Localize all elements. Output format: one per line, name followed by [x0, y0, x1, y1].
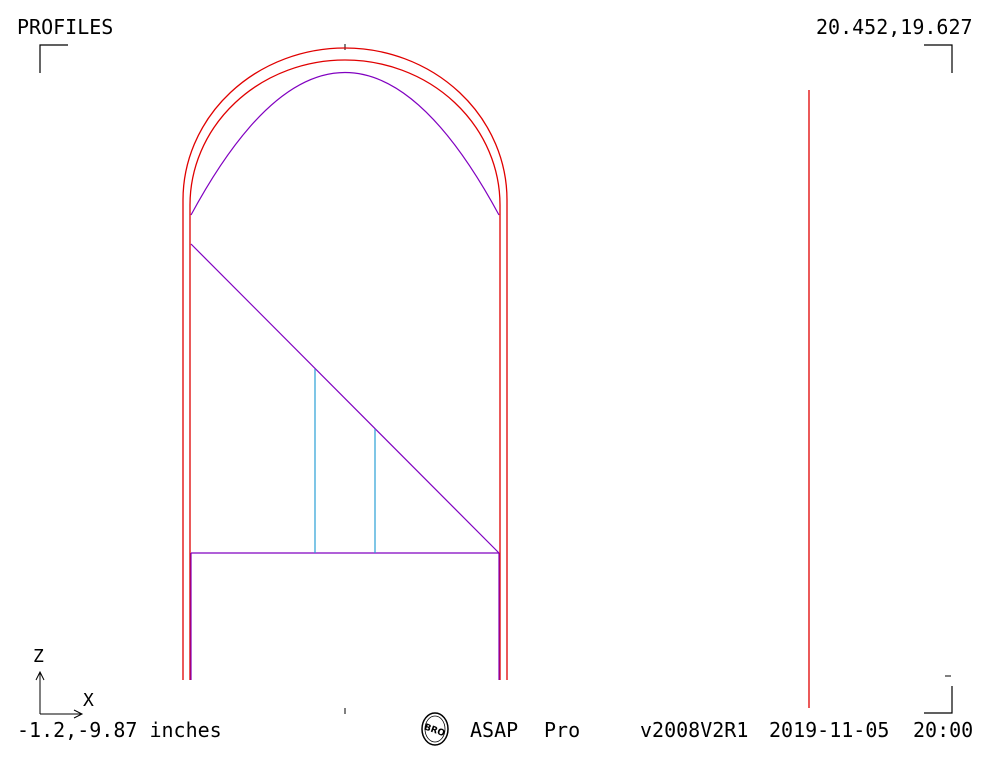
- x-axis-label: X: [83, 690, 94, 711]
- z-axis-label: Z: [33, 646, 44, 667]
- corner-bracket-top-right: [924, 44, 953, 73]
- view-title: PROFILES: [17, 15, 114, 39]
- product-edition: Pro: [544, 718, 581, 742]
- product-name: ASAP: [470, 718, 519, 742]
- time-label: 20:00: [913, 718, 974, 742]
- corner-bracket-bottom-right: [924, 686, 953, 714]
- axis-indicator: [35, 670, 84, 719]
- corner-bracket-top-left: [39, 44, 68, 73]
- outer-profile: [182, 47, 508, 680]
- bottom-left-coordinates: -1.2,-9.87 inches: [17, 718, 222, 742]
- baffle-lines: [314, 369, 376, 553]
- date-label: 2019-11-05: [769, 718, 890, 742]
- bro-logo: BRO: [421, 712, 449, 746]
- top-right-coordinates: 20.452,19.627: [816, 15, 973, 39]
- logo-text: BRO: [423, 723, 447, 740]
- version-label: v2008V2R1: [640, 718, 749, 742]
- inner-profile: [190, 71, 500, 680]
